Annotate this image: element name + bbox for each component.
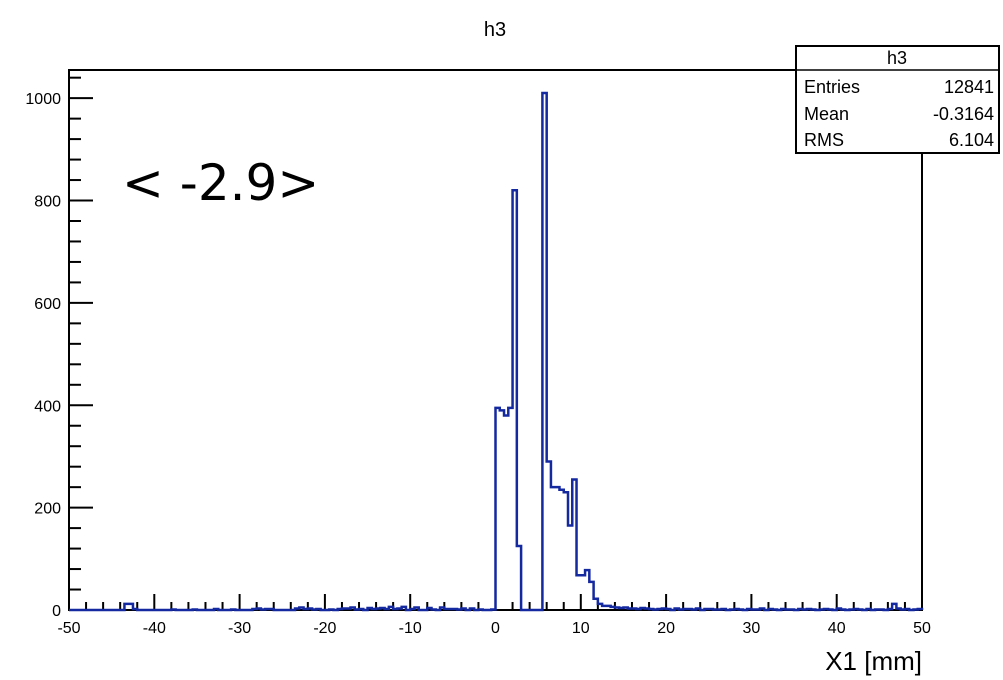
y-tick-label: 600 [34,296,61,313]
x-tick-label: 10 [572,620,590,637]
x-tick-label: 0 [491,620,500,637]
x-tick-label: -50 [57,620,80,637]
y-tick-label: 800 [34,194,61,211]
stats-mean-label: Mean [804,104,849,124]
stats-box-border [795,45,1000,154]
y-tick-label: 400 [34,398,61,415]
stats-rms-label: RMS [804,130,844,150]
x-tick-label: 50 [913,620,931,637]
x-tick-label: -20 [313,620,336,637]
stats-entries-label: Entries [804,77,860,97]
y-tick-label: 0 [52,603,61,620]
mean-annotation: < -2.9> [122,154,319,212]
stats-mean-value: -0.3164 [933,104,994,124]
histogram-line [69,91,924,612]
x-tick-labels: -50 -40 -30 -20 -10 0 10 20 30 40 50 [57,620,931,637]
y-tick-label: 1000 [25,91,61,108]
x-axis-label: X1 [mm] [825,646,922,676]
histogram-series [69,91,924,612]
stats-rms-value: 6.104 [949,130,994,150]
x-tick-label: -10 [399,620,422,637]
x-tick-label: 40 [828,620,846,637]
stats-entries-value: 12841 [944,77,994,97]
x-tick-label: -40 [143,620,166,637]
x-tick-label: 20 [657,620,675,637]
x-tick-label: -30 [228,620,251,637]
y-tick-label: 200 [34,501,61,518]
stats-box-title: h3 [887,48,907,68]
y-tick-labels: 0 200 400 600 800 1000 [25,91,61,620]
chart-title: h3 [484,19,506,41]
x-tick-label: 30 [743,620,761,637]
stats-box: h3 Entries 12841 Mean -0.3164 RMS 6.104 [795,45,1000,154]
